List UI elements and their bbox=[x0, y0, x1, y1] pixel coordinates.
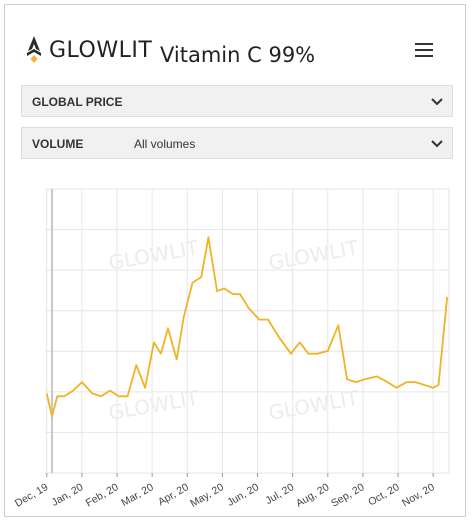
watermark-text: GLOWLIT bbox=[267, 385, 361, 425]
app-frame: GLOWLIT Vitamin C 99% GLOBAL PRICE VOLUM… bbox=[4, 4, 466, 517]
global-price-label: GLOBAL PRICE bbox=[32, 95, 123, 109]
x-tick-label: Sep, 20 bbox=[329, 481, 366, 510]
volume-selected-value: All volumes bbox=[134, 137, 196, 151]
price-chart: GLOWLIT GLOWLIT GLOWLIT GLOWLIT Dec, 19 Jan, … bbox=[5, 175, 465, 515]
header: GLOWLIT Vitamin C 99% bbox=[5, 5, 465, 79]
x-tick-label: Nov, 20 bbox=[400, 481, 437, 509]
flame-logo-icon bbox=[27, 36, 41, 63]
watermark-text: GLOWLIT bbox=[267, 235, 361, 275]
chevron-down-icon bbox=[431, 140, 443, 148]
x-tick-label: Feb, 20 bbox=[84, 481, 121, 509]
global-price-dropdown[interactable]: GLOBAL PRICE bbox=[21, 85, 453, 117]
x-tick-label: Dec, 19 bbox=[13, 481, 50, 510]
volume-dropdown[interactable]: VOLUME All volumes bbox=[21, 127, 453, 159]
x-tick-label: Jun, 20 bbox=[225, 481, 261, 509]
x-tick-label: Apr, 20 bbox=[156, 481, 191, 508]
price-series-line bbox=[45, 236, 449, 418]
x-tick-label: Jan, 20 bbox=[50, 481, 86, 509]
volume-label: VOLUME bbox=[32, 137, 84, 151]
page-title: Vitamin C 99% bbox=[160, 43, 316, 67]
brand-logo[interactable]: GLOWLIT bbox=[23, 35, 152, 65]
chevron-down-icon bbox=[431, 98, 443, 106]
x-tick-label: May, 20 bbox=[188, 481, 226, 510]
x-tick-label: Oct, 20 bbox=[366, 481, 401, 508]
x-tick-label: Aug, 20 bbox=[294, 481, 331, 510]
brand-name: GLOWLIT bbox=[49, 37, 153, 63]
hamburger-menu-icon[interactable] bbox=[415, 43, 433, 59]
x-tick-label: Jul, 20 bbox=[263, 481, 296, 507]
x-tick-label: Mar, 20 bbox=[119, 481, 155, 509]
